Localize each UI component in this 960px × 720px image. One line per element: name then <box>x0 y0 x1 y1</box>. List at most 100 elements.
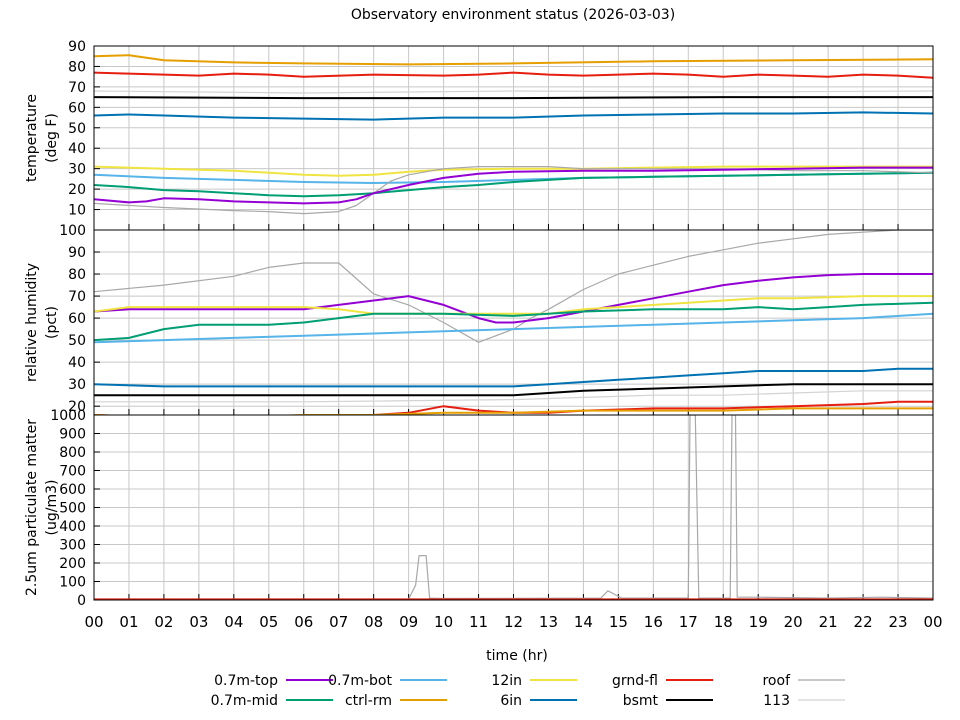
x-tick-label: 11 <box>469 613 488 631</box>
y-tick-label: 30 <box>68 377 86 393</box>
y-tick-label: 40 <box>68 355 86 371</box>
x-tick-label: 07 <box>329 613 348 631</box>
series-line-bsmt <box>94 96 933 100</box>
y-tick-label: 10 <box>68 203 86 219</box>
x-tick-label: 08 <box>364 613 383 631</box>
x-tick-label: 00 <box>84 613 103 631</box>
legend-label: bsmt <box>623 693 659 709</box>
y-tick-label: 900 <box>59 427 86 443</box>
x-tick-labels: 00 01 02 03 04 05 06 07 08 09 10 11 12 13 14 15 16 17 18 19… <box>84 613 942 631</box>
chart-title: Observatory environment status (2026-03-… <box>351 7 675 23</box>
legend-item-0.7m-bot: 0.7m-bot <box>328 673 447 689</box>
y-tick-label: 80 <box>68 267 86 283</box>
legend-item-roof: roof <box>762 673 845 689</box>
legend-item-grnd-fl: grnd-fl <box>612 673 713 689</box>
series-line-roof <box>94 166 933 215</box>
x-tick-label: 12 <box>504 613 523 631</box>
y-tick-label: 20 <box>68 182 86 198</box>
legend-label: 0.7m-mid <box>211 693 278 709</box>
y-axis-label: temperature <box>24 94 40 182</box>
y-axis-label: (deg F) <box>44 113 60 163</box>
x-tick-label: 19 <box>749 613 768 631</box>
series-group <box>94 54 933 215</box>
x-tick-label: 10 <box>434 613 453 631</box>
x-tick-label: 16 <box>644 613 663 631</box>
x-axis-label: time (hr) <box>486 648 548 664</box>
panel-frame <box>93 414 934 601</box>
y-tick-label: 90 <box>68 245 86 261</box>
legend-item-6in: 6in <box>500 693 577 709</box>
x-tick-label: 05 <box>259 613 278 631</box>
panel-temperature: 10 20 30 40 50 60 70 80 90 temperature (deg F) <box>24 39 934 231</box>
y-tick-label: 200 <box>59 556 86 572</box>
y-tick-label: 100 <box>59 575 86 591</box>
x-tick-label: 14 <box>574 613 593 631</box>
y-tick-label: 50 <box>68 333 86 349</box>
legend-label: 113 <box>763 693 790 709</box>
legend-label: 6in <box>500 693 522 709</box>
x-tick-label: 09 <box>399 613 418 631</box>
series-line-0.7m-top <box>94 166 933 205</box>
legend-item-0.7m-mid: 0.7m-mid <box>211 693 333 709</box>
series-line-ctrl-rm <box>94 407 933 415</box>
legend-item-ctrl-rm: ctrl-rm <box>345 693 447 709</box>
legend-label: ctrl-rm <box>345 693 392 709</box>
y-tick-label: 100 <box>59 223 86 239</box>
y-tick-label: 20 <box>68 399 86 415</box>
legend-item-0.7m-top: 0.7m-top <box>214 673 333 689</box>
y-tick-label: 300 <box>59 538 86 554</box>
legend-item-113: 113 <box>763 693 845 709</box>
legend: 0.7m-top 0.7m-bot 12in grnd-fl roof 0.7m-mid c… <box>211 673 845 709</box>
y-tick-label: 0 <box>77 593 86 609</box>
y-tick-label: 800 <box>59 445 86 461</box>
x-tick-label: 01 <box>119 613 138 631</box>
x-tick-label: 02 <box>154 613 173 631</box>
y-tick-label: 700 <box>59 464 86 480</box>
x-tick-label: 15 <box>609 613 628 631</box>
legend-label: 0.7m-top <box>214 673 278 689</box>
x-tick-label: 22 <box>854 613 873 631</box>
x-tick-label: 23 <box>888 613 907 631</box>
series-group <box>94 415 933 600</box>
y-tick-label: 90 <box>68 39 86 55</box>
y-tick-label: 400 <box>59 519 86 535</box>
legend-item-bsmt: bsmt <box>623 693 713 709</box>
series-line-12in <box>94 165 933 177</box>
x-tick-label: 03 <box>189 613 208 631</box>
x-tick-label: 21 <box>819 613 838 631</box>
y-tick-label: 600 <box>59 482 86 498</box>
y-tick-label: 500 <box>59 501 86 517</box>
x-tick-label: 17 <box>679 613 698 631</box>
x-tick-label: 00 <box>923 613 942 631</box>
legend-label: grnd-fl <box>612 673 658 689</box>
series-line-roof <box>94 415 933 600</box>
x-tick-label: 06 <box>294 613 313 631</box>
series-line-6in <box>94 111 933 121</box>
series-line-0.7m-mid <box>94 301 933 342</box>
y-axis-label: (pct) <box>44 306 60 339</box>
y-tick-label: 30 <box>68 162 86 178</box>
y-tick-label: 80 <box>68 59 86 75</box>
legend-label: 12in <box>491 673 522 689</box>
series-line-ctrl-rm <box>94 54 933 66</box>
x-tick-label: 13 <box>539 613 558 631</box>
panel-humidity: 20 30 40 50 60 70 80 90 100 relative humidity (pct… <box>24 223 934 416</box>
series-line-113 <box>94 90 933 94</box>
series-line-0.7m-top <box>94 273 933 324</box>
y-axis-label: (ug/m3) <box>44 480 60 536</box>
legend-label: 0.7m-bot <box>328 673 392 689</box>
y-axis-label: relative humidity <box>24 263 40 382</box>
series-line-roof <box>94 230 933 343</box>
y-tick-label: 60 <box>68 100 86 116</box>
y-tick-label: 1000 <box>50 408 86 424</box>
y-tick-label: 70 <box>68 289 86 305</box>
x-tick-label: 18 <box>714 613 733 631</box>
y-tick-label: 70 <box>68 80 86 96</box>
y-tick-label: 60 <box>68 311 86 327</box>
series-line-grnd-fl <box>94 71 933 79</box>
panel-pm25: 0 100 200 300 400 500 600 700 800 900 1000 2.5um pa… <box>24 408 934 609</box>
y-axis-label: 2.5um particulate matter <box>24 419 40 596</box>
series-line-0.7m-bot <box>94 312 933 344</box>
series-group <box>94 230 933 415</box>
